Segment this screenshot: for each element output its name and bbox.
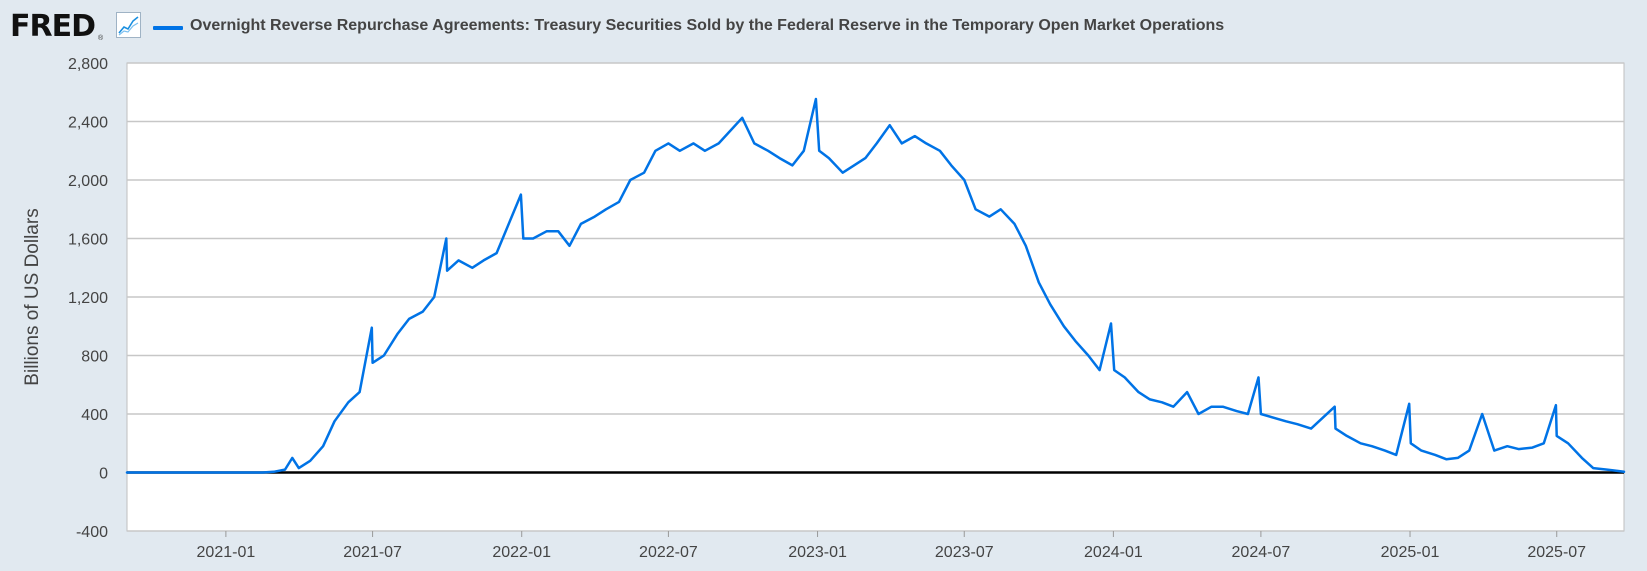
y-axis-ticks: -400 0 400 800 1,200 1,600 2,000 2,400 2,800 bbox=[68, 56, 108, 541]
x-tick-label: 2025-07 bbox=[1527, 544, 1586, 561]
x-tick-label: 2024-01 bbox=[1084, 544, 1143, 561]
x-tick-label: 2022-01 bbox=[492, 544, 551, 561]
fred-logo[interactable]: FRED bbox=[10, 9, 96, 44]
y-tick-label: 2,800 bbox=[68, 56, 108, 73]
chart-header: FRED ® Overnight Reverse Repurchase Agre… bbox=[0, 0, 1647, 52]
x-tick-label: 2022-07 bbox=[639, 544, 698, 561]
x-tick-label: 2025-01 bbox=[1381, 544, 1440, 561]
y-tick-label: 2,000 bbox=[68, 173, 108, 190]
grid-lines bbox=[127, 62, 1624, 532]
y-tick-label: 2,400 bbox=[68, 115, 108, 132]
x-tick-label: 2023-07 bbox=[935, 544, 994, 561]
y-tick-label: 800 bbox=[81, 349, 108, 366]
line-chart-icon bbox=[116, 12, 141, 38]
x-tick-label: 2021-01 bbox=[197, 544, 256, 561]
x-tick-label: 2024-07 bbox=[1232, 544, 1291, 561]
y-tick-label: 400 bbox=[81, 407, 108, 424]
y-axis-label: Billions of US Dollars bbox=[22, 208, 43, 385]
y-tick-label: 1,200 bbox=[68, 290, 108, 307]
x-tick-label: 2023-01 bbox=[788, 544, 847, 561]
series-line bbox=[125, 97, 1626, 474]
x-axis-ticks: 2021-01 2021-07 2022-01 2022-07 2023-01 2023-… bbox=[197, 531, 1586, 561]
y-tick-label: 0 bbox=[99, 466, 108, 483]
y-tick-label: -400 bbox=[76, 524, 108, 541]
series-layer bbox=[125, 97, 1626, 474]
legend-swatch bbox=[153, 26, 183, 30]
x-tick-label: 2021-07 bbox=[343, 544, 402, 561]
registered-mark: ® bbox=[98, 35, 104, 42]
legend-label: Overnight Reverse Repurchase Agreements:… bbox=[190, 17, 1225, 34]
y-tick-label: 1,600 bbox=[68, 232, 108, 249]
